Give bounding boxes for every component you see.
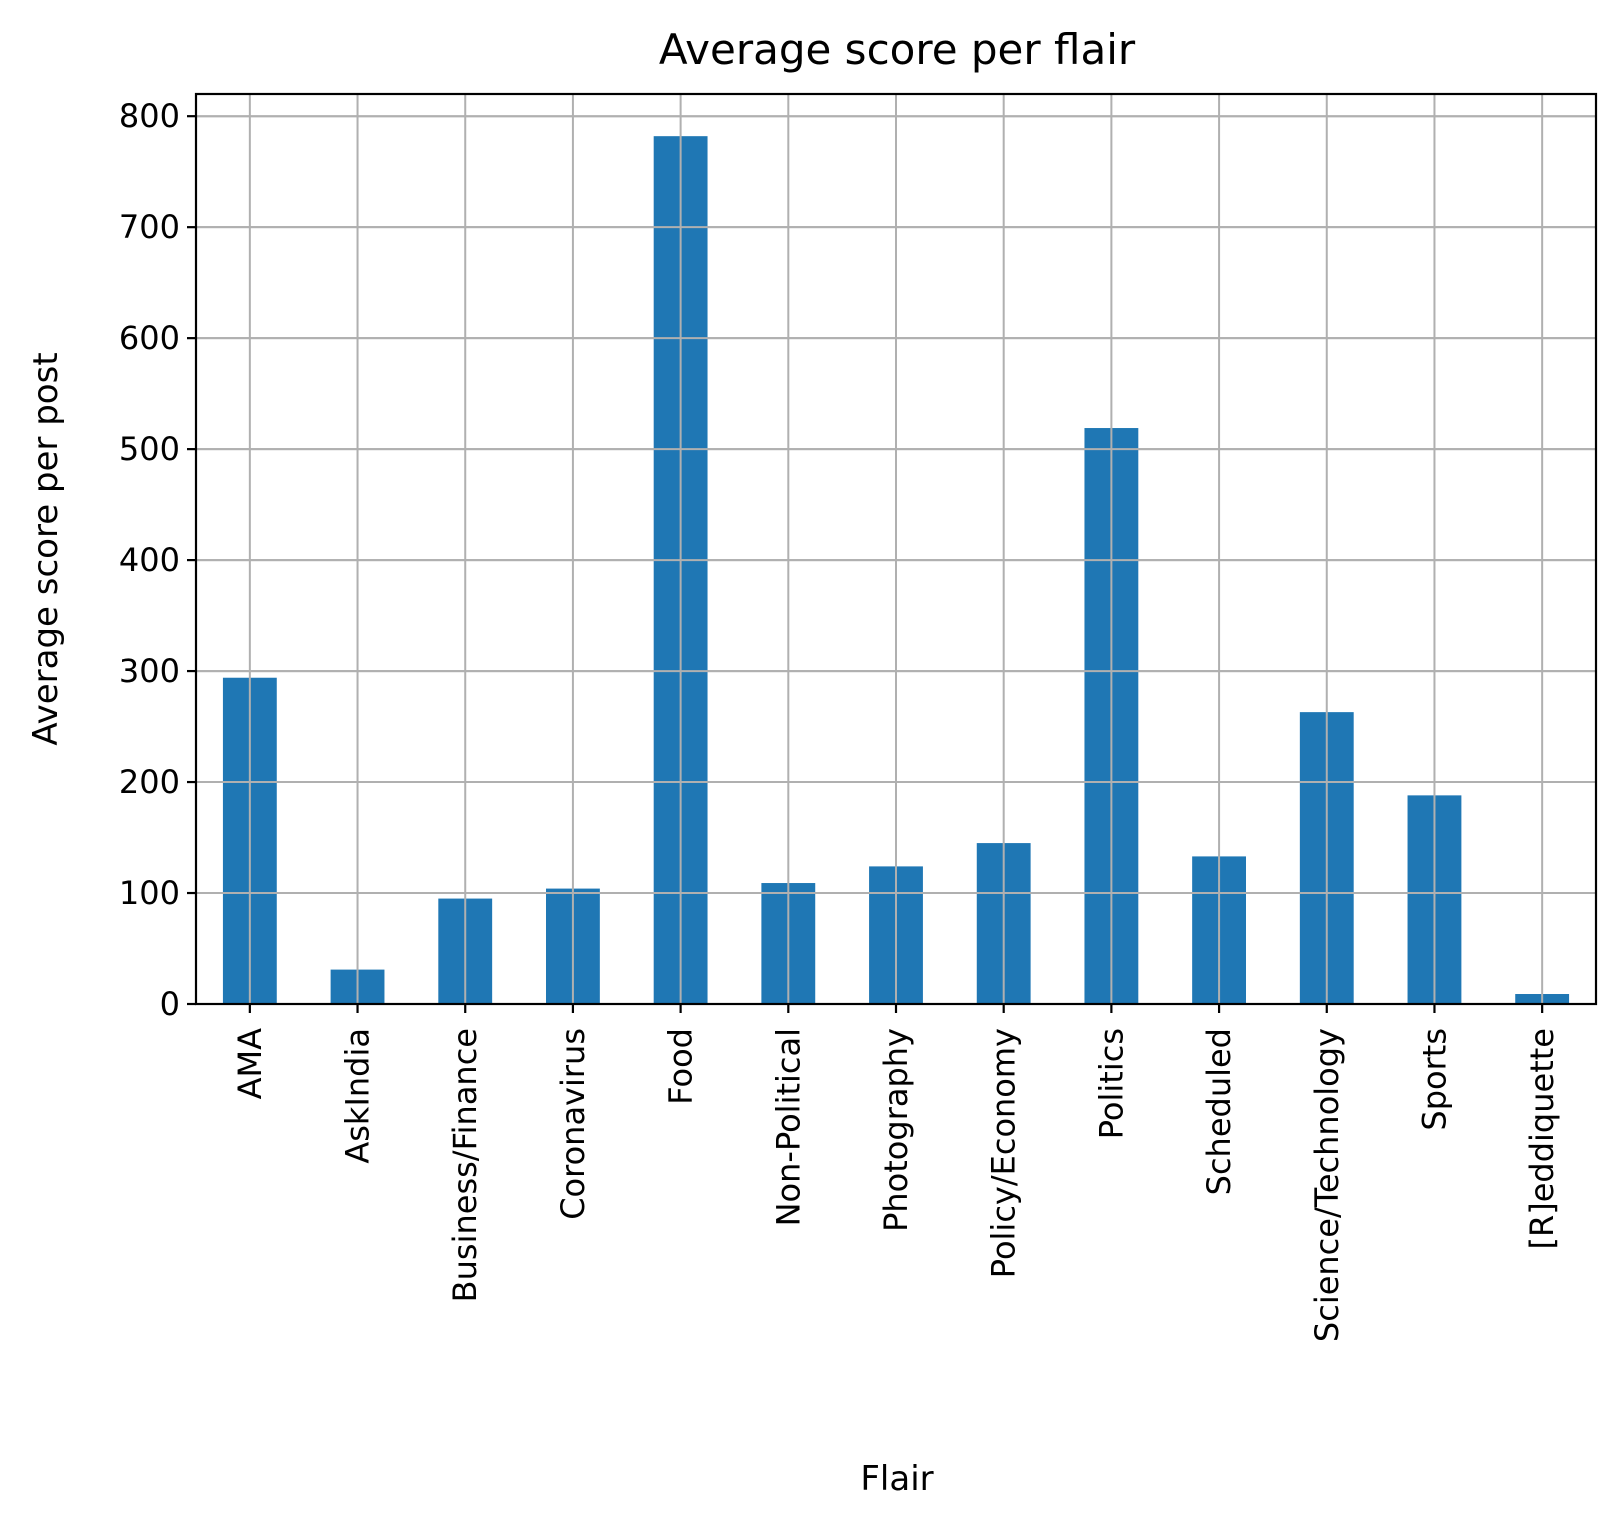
x-tick-label-askindia: AskIndia bbox=[339, 1028, 377, 1164]
y-tick-label: 100 bbox=[119, 874, 180, 912]
x-tick-label-sports: Sports bbox=[1415, 1028, 1453, 1131]
x-tick-label-politics: Politics bbox=[1092, 1028, 1130, 1139]
x-tick-label-coronavirus: Coronavirus bbox=[554, 1028, 592, 1220]
x-tick-label-policy-economy: Policy/Economy bbox=[985, 1028, 1023, 1278]
x-tick-label-business-finance: Business/Finance bbox=[446, 1028, 484, 1302]
x-tick-label-non-political: Non-Political bbox=[769, 1028, 807, 1226]
x-tick-label-ama: AMA bbox=[231, 1028, 269, 1100]
y-axis-ticks: 0 100 200 300 400 500 600 700 800 bbox=[119, 97, 196, 1023]
y-tick-label: 800 bbox=[119, 97, 180, 135]
x-tick-label-science-technology: Science/Technology bbox=[1308, 1028, 1346, 1342]
x-axis-label: Flair bbox=[860, 1459, 933, 1499]
y-tick-label: 700 bbox=[119, 208, 180, 246]
y-gridlines-overlay bbox=[196, 115, 1596, 1005]
x-gridlines bbox=[248, 94, 1544, 1004]
x-tick-label-photography: Photography bbox=[877, 1028, 915, 1232]
y-tick-label: 500 bbox=[119, 430, 180, 468]
chart-title: Average score per flair bbox=[659, 25, 1136, 74]
y-tick-label: 200 bbox=[119, 763, 180, 801]
x-tick-label-food: Food bbox=[662, 1028, 700, 1105]
y-tick-label: 400 bbox=[119, 541, 180, 579]
x-axis-ticks: AMA AskIndia Business/Finance Coronavirus Fo… bbox=[231, 1004, 1561, 1342]
y-tick-label: 0 bbox=[160, 985, 180, 1023]
x-tick-label-r-eddiquette: [R]eddiquette bbox=[1523, 1028, 1561, 1249]
x-tick-label-scheduled: Scheduled bbox=[1200, 1028, 1238, 1195]
y-axis-label: Average score per post bbox=[26, 352, 66, 745]
y-tick-label: 300 bbox=[119, 652, 180, 690]
y-tick-label: 600 bbox=[119, 319, 180, 357]
